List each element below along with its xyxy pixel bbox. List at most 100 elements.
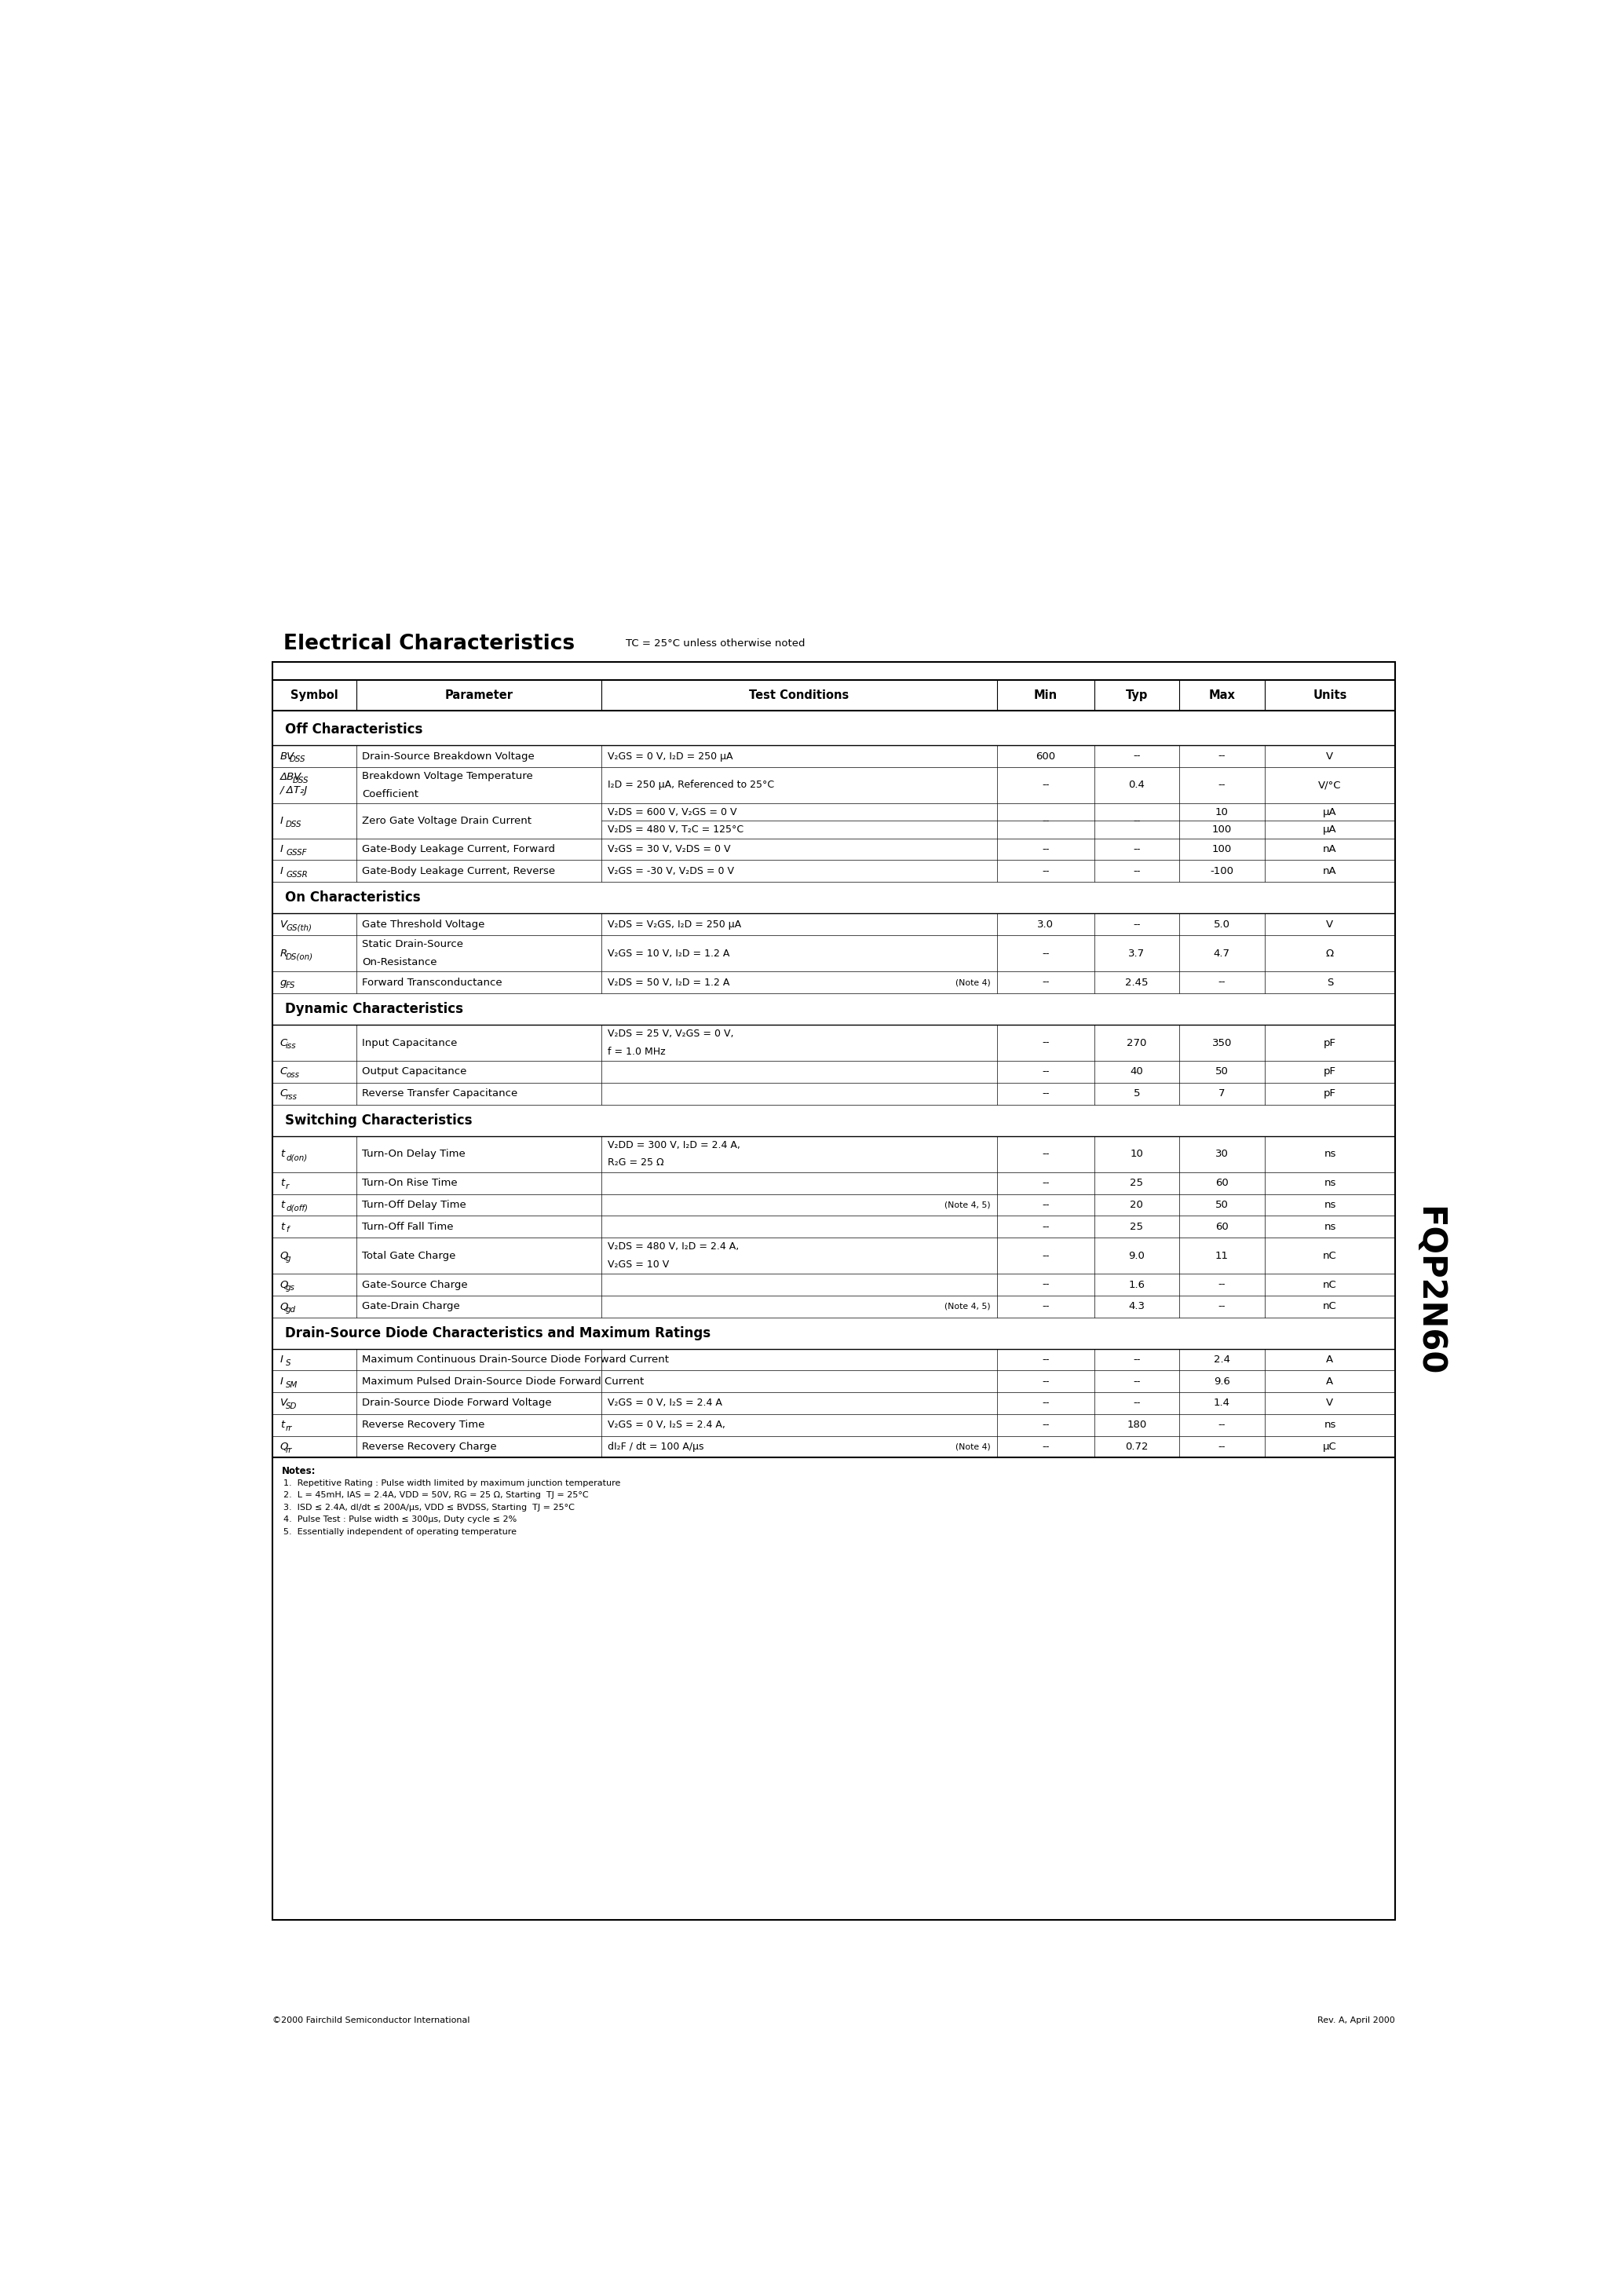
Text: V₂GS = 30 V, V₂DS = 0 V: V₂GS = 30 V, V₂DS = 0 V [607,845,730,854]
Text: 100: 100 [1212,824,1231,836]
Text: Electrical Characteristics: Electrical Characteristics [284,634,576,654]
Text: Off Characteristics: Off Characteristics [285,723,423,737]
Text: 0.4: 0.4 [1129,781,1145,790]
Text: V₂DS = 600 V, V₂GS = 0 V: V₂DS = 600 V, V₂GS = 0 V [607,806,736,817]
Text: I: I [281,815,284,827]
Text: On-Resistance: On-Resistance [362,957,438,967]
Text: Parameter: Parameter [444,689,513,700]
Text: S: S [285,1359,290,1366]
Text: Maximum Continuous Drain-Source Diode Forward Current: Maximum Continuous Drain-Source Diode Fo… [362,1355,670,1364]
Text: V₂DD = 300 V, I₂D = 2.4 A,: V₂DD = 300 V, I₂D = 2.4 A, [607,1141,740,1150]
Text: V₂DS = 480 V, T₂C = 125°C: V₂DS = 480 V, T₂C = 125°C [607,824,743,836]
Text: Forward Transconductance: Forward Transconductance [362,978,503,987]
Text: --: -- [1041,1148,1049,1159]
Text: V₂GS = 0 V, I₂S = 2.4 A,: V₂GS = 0 V, I₂S = 2.4 A, [607,1419,725,1430]
Text: --: -- [1041,1355,1049,1364]
Bar [272,661,1395,1919]
Text: 5: 5 [1134,1088,1140,1100]
Text: GSSR: GSSR [285,870,308,879]
Text: --: -- [1218,1419,1226,1430]
Text: μA: μA [1324,806,1337,817]
Text: r: r [285,1182,289,1189]
Text: R₂G = 25 Ω: R₂G = 25 Ω [607,1157,663,1169]
Text: 10: 10 [1131,1148,1144,1159]
Text: Drain-Source Diode Characteristics and Maximum Ratings: Drain-Source Diode Characteristics and M… [285,1325,710,1341]
Text: 50: 50 [1215,1201,1228,1210]
Text: --: -- [1041,1375,1049,1387]
Text: Gate-Source Charge: Gate-Source Charge [362,1279,467,1290]
Text: 2.  L = 45mH, IAS = 2.4A, VDD = 50V, RG = 25 Ω, Starting  TJ = 25°C: 2. L = 45mH, IAS = 2.4A, VDD = 50V, RG =… [284,1492,589,1499]
Text: --: -- [1041,781,1049,790]
Text: ns: ns [1324,1201,1337,1210]
Text: 9.6: 9.6 [1213,1375,1229,1387]
Text: --: -- [1134,918,1140,930]
Text: FQP2N60: FQP2N60 [1413,1205,1445,1375]
Text: Q: Q [281,1302,289,1311]
Text: --: -- [1218,978,1226,987]
Text: ns: ns [1324,1221,1337,1231]
Text: V: V [1327,751,1333,762]
Text: pF: pF [1324,1088,1337,1100]
Text: V₂GS = 10 V: V₂GS = 10 V [607,1258,668,1270]
Text: --: -- [1041,1038,1049,1047]
Text: nA: nA [1324,866,1337,877]
Text: GSSF: GSSF [285,850,307,856]
Text: 270: 270 [1127,1038,1147,1047]
Text: 180: 180 [1127,1419,1147,1430]
Text: gs: gs [285,1283,295,1293]
Text: pF: pF [1324,1068,1337,1077]
Text: μA: μA [1324,824,1337,836]
Text: Test Conditions: Test Conditions [749,689,848,700]
Text: --: -- [1134,1375,1140,1387]
Text: R: R [281,948,287,957]
Text: Reverse Recovery Time: Reverse Recovery Time [362,1419,485,1430]
Text: 4.  Pulse Test : Pulse width ≤ 300μs, Duty cycle ≤ 2%: 4. Pulse Test : Pulse width ≤ 300μs, Dut… [284,1515,517,1525]
Text: 2.45: 2.45 [1126,978,1148,987]
Text: --: -- [1134,1398,1140,1407]
Text: V₂GS = 10 V, I₂D = 1.2 A: V₂GS = 10 V, I₂D = 1.2 A [607,948,730,957]
Text: 3.  ISD ≤ 2.4A, dI/dt ≤ 200A/μs, VDD ≤ BVDSS, Starting  TJ = 25°C: 3. ISD ≤ 2.4A, dI/dt ≤ 200A/μs, VDD ≤ BV… [284,1504,574,1511]
Text: rss: rss [285,1093,297,1102]
Text: V: V [281,918,287,930]
Text: / ΔT₂J: / ΔT₂J [281,785,308,794]
Text: On Characteristics: On Characteristics [285,891,420,905]
Text: 40: 40 [1131,1068,1144,1077]
Text: pF: pF [1324,1038,1337,1047]
Text: TC = 25°C unless otherwise noted: TC = 25°C unless otherwise noted [626,638,805,650]
Text: d(off): d(off) [285,1205,308,1212]
Text: DSS: DSS [285,820,302,829]
Text: SM: SM [285,1380,298,1389]
Text: --: -- [1041,1201,1049,1210]
Text: rr: rr [285,1446,292,1453]
Text: V: V [281,1398,287,1407]
Text: --: -- [1041,1442,1049,1451]
Text: Drain-Source Breakdown Voltage: Drain-Source Breakdown Voltage [362,751,535,762]
Text: μC: μC [1324,1442,1337,1451]
Text: g: g [281,978,287,987]
Text: rr: rr [285,1424,292,1433]
Text: 50: 50 [1215,1068,1228,1077]
Text: 2.4: 2.4 [1213,1355,1229,1364]
Text: --: -- [1218,1442,1226,1451]
Text: 10: 10 [1215,806,1228,817]
Text: f = 1.0 MHz: f = 1.0 MHz [607,1047,665,1056]
Text: --: -- [1041,815,1049,827]
Text: Zero Gate Voltage Drain Current: Zero Gate Voltage Drain Current [362,815,532,827]
Text: V₂DS = 25 V, V₂GS = 0 V,: V₂DS = 25 V, V₂GS = 0 V, [607,1029,733,1040]
Text: I: I [281,1355,284,1364]
Text: 100: 100 [1212,845,1231,854]
Text: 25: 25 [1131,1221,1144,1231]
Text: Gate-Body Leakage Current, Reverse: Gate-Body Leakage Current, Reverse [362,866,555,877]
Text: ns: ns [1324,1148,1337,1159]
Text: 1.4: 1.4 [1213,1398,1229,1407]
Text: 5.  Essentially independent of operating temperature: 5. Essentially independent of operating … [284,1527,517,1536]
Text: Drain-Source Diode Forward Voltage: Drain-Source Diode Forward Voltage [362,1398,551,1407]
Text: 350: 350 [1212,1038,1231,1047]
Text: 25: 25 [1131,1178,1144,1187]
Text: --: -- [1218,1279,1226,1290]
Text: Gate-Body Leakage Current, Forward: Gate-Body Leakage Current, Forward [362,845,555,854]
Text: t: t [281,1148,284,1159]
Text: I₂D = 250 μA, Referenced to 25°C: I₂D = 250 μA, Referenced to 25°C [607,781,774,790]
Text: 4.3: 4.3 [1129,1302,1145,1311]
Text: Notes:: Notes: [282,1467,316,1476]
